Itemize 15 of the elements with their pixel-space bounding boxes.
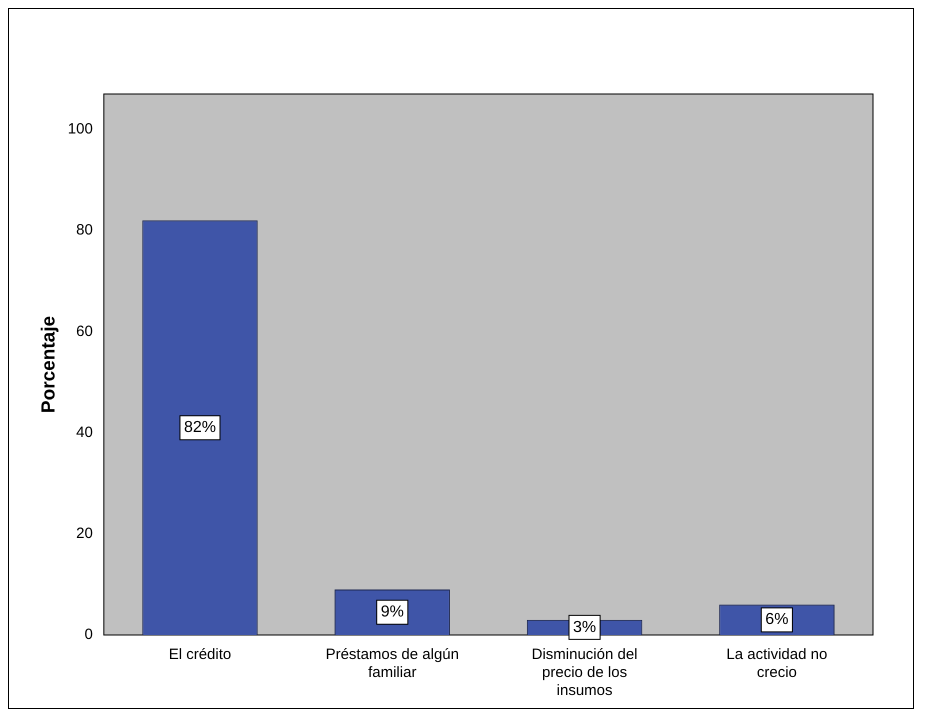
y-tick-label: 80 <box>76 222 93 239</box>
x-tick-label: Préstamos de algún familiar <box>326 646 459 682</box>
y-tick-label: 20 <box>76 525 93 542</box>
y-tick-label: 40 <box>76 424 93 441</box>
y-tick-label: 60 <box>76 322 93 340</box>
data-label: 6% <box>765 611 788 628</box>
data-label: 3% <box>573 618 596 636</box>
x-tick-label: El crédito <box>168 646 232 664</box>
x-tick-label: La actividad no crecio <box>726 646 828 682</box>
data-label: 82% <box>184 419 216 436</box>
y-tick-label: 100 <box>68 120 93 138</box>
data-label: 9% <box>380 604 404 621</box>
y-tick-label: 0 <box>84 626 93 644</box>
x-tick-label: Disminución del precio de los insumos <box>532 646 638 700</box>
y-axis-title: Porcentaje <box>38 316 60 414</box>
